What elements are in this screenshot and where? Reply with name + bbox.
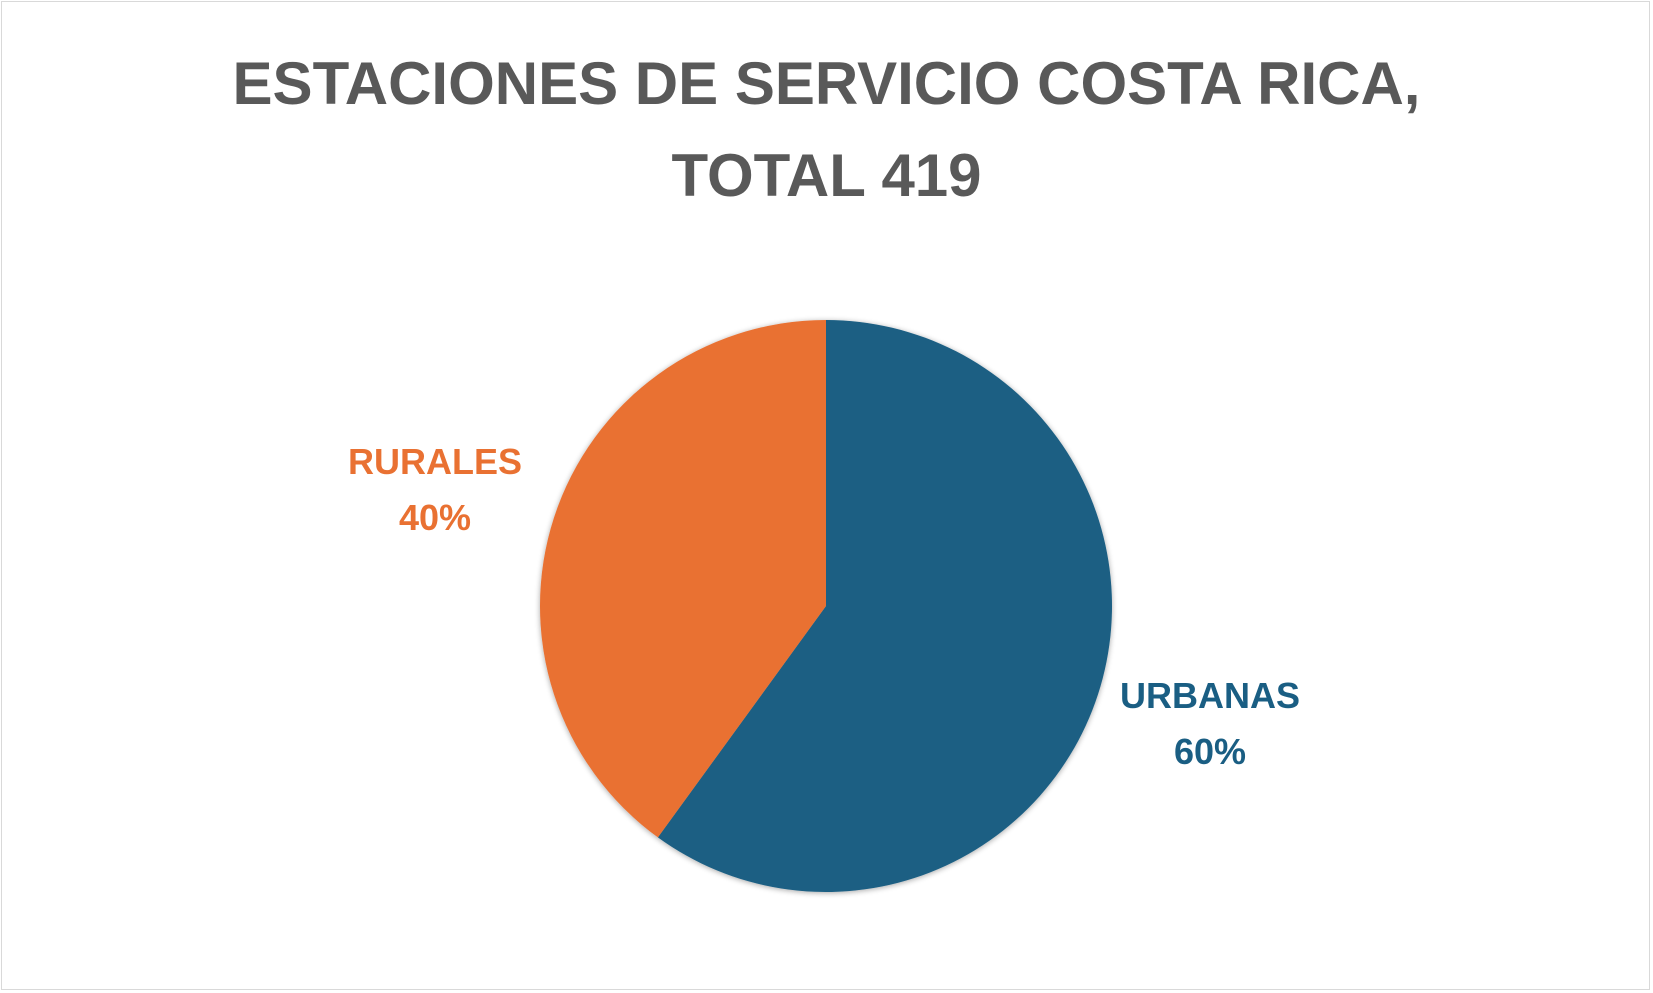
chart-title: ESTACIONES DE SERVICIO COSTA RICA, TOTAL… xyxy=(0,38,1653,222)
chart-title-line-1: ESTACIONES DE SERVICIO COSTA RICA, xyxy=(232,50,1421,117)
pie-slice-urbanas xyxy=(657,320,1112,892)
data-label-rurales: RURALES 40% xyxy=(310,434,560,546)
data-label-urbanas: URBANAS 60% xyxy=(1085,668,1335,780)
chart-title-line-2: TOTAL 419 xyxy=(671,142,982,209)
data-label-rurales-value: 40% xyxy=(398,497,472,538)
data-label-rurales-category: RURALES xyxy=(347,441,522,482)
data-label-urbanas-category: URBANAS xyxy=(1120,675,1300,716)
pie-slice-rurales xyxy=(539,319,826,838)
data-label-urbanas-value: 60% xyxy=(1173,731,1247,772)
